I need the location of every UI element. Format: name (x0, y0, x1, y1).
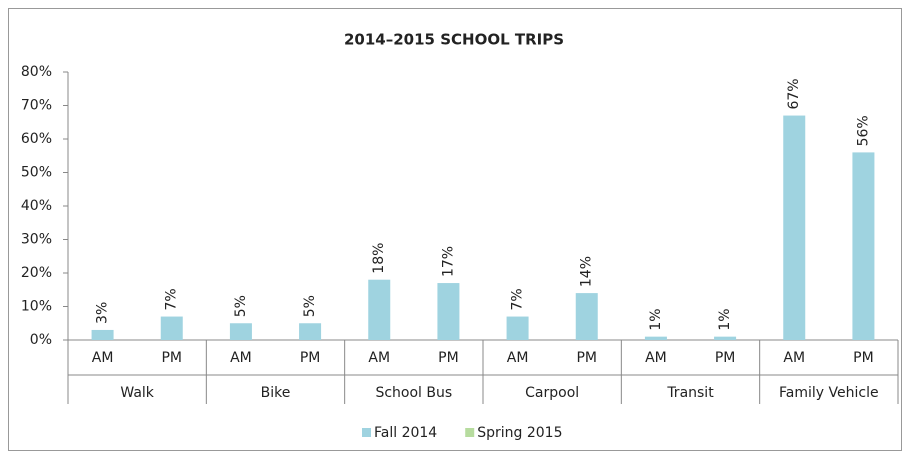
y-tick-label: 20% (21, 265, 52, 281)
bar (575, 293, 598, 340)
legend-label: Fall 2014 (374, 425, 437, 441)
bar (783, 115, 806, 340)
data-label: 1% (717, 308, 733, 330)
group-label: Transit (666, 385, 714, 401)
x-tick-label: AM (507, 350, 529, 366)
data-label: 3% (95, 302, 111, 324)
group-label: Family Vehicle (779, 385, 879, 401)
data-label: 18% (371, 243, 387, 274)
data-label: 67% (786, 78, 802, 109)
data-label: 7% (510, 288, 526, 310)
chart-border (8, 8, 902, 451)
bar (160, 316, 183, 340)
bar (852, 152, 875, 340)
data-label: 7% (164, 288, 180, 310)
y-tick-label: 60% (21, 131, 52, 147)
data-label: 1% (648, 308, 664, 330)
x-tick-label: AM (368, 350, 390, 366)
x-tick-label: AM (230, 350, 252, 366)
x-tick-label: PM (853, 350, 874, 366)
chart-title: 2014–2015 SCHOOL TRIPS (344, 31, 564, 49)
x-tick-label: PM (715, 350, 736, 366)
group-label: Carpool (525, 385, 579, 401)
bar (368, 279, 391, 340)
legend-swatch (362, 428, 371, 437)
data-label: 5% (302, 295, 318, 317)
x-tick-label: PM (438, 350, 459, 366)
data-label: 56% (855, 115, 871, 146)
group-label: Walk (120, 385, 154, 401)
data-label: 14% (579, 256, 595, 287)
bar (91, 329, 114, 340)
bar (437, 283, 460, 340)
legend-swatch (465, 428, 475, 437)
bar (644, 336, 667, 340)
y-tick-label: 70% (21, 98, 52, 114)
bar (714, 336, 737, 340)
data-label: 17% (440, 246, 456, 277)
x-tick-label: PM (576, 350, 597, 366)
legend-label: Spring 2015 (477, 425, 562, 441)
data-label: 5% (233, 295, 249, 317)
y-tick-label: 10% (21, 299, 52, 315)
x-tick-label: AM (92, 350, 114, 366)
bar (299, 323, 322, 340)
x-tick-label: PM (161, 350, 182, 366)
x-tick-label: AM (645, 350, 667, 366)
group-label: School Bus (375, 385, 452, 401)
y-tick-label: 30% (21, 232, 52, 248)
x-tick-label: AM (783, 350, 805, 366)
y-tick-label: 80% (21, 64, 52, 80)
group-label: Bike (261, 385, 291, 401)
y-tick-label: 0% (30, 332, 52, 348)
bar (506, 316, 529, 340)
x-tick-label: PM (300, 350, 321, 366)
y-tick-label: 40% (21, 198, 52, 214)
y-tick-label: 50% (21, 165, 52, 181)
bar (229, 323, 252, 340)
